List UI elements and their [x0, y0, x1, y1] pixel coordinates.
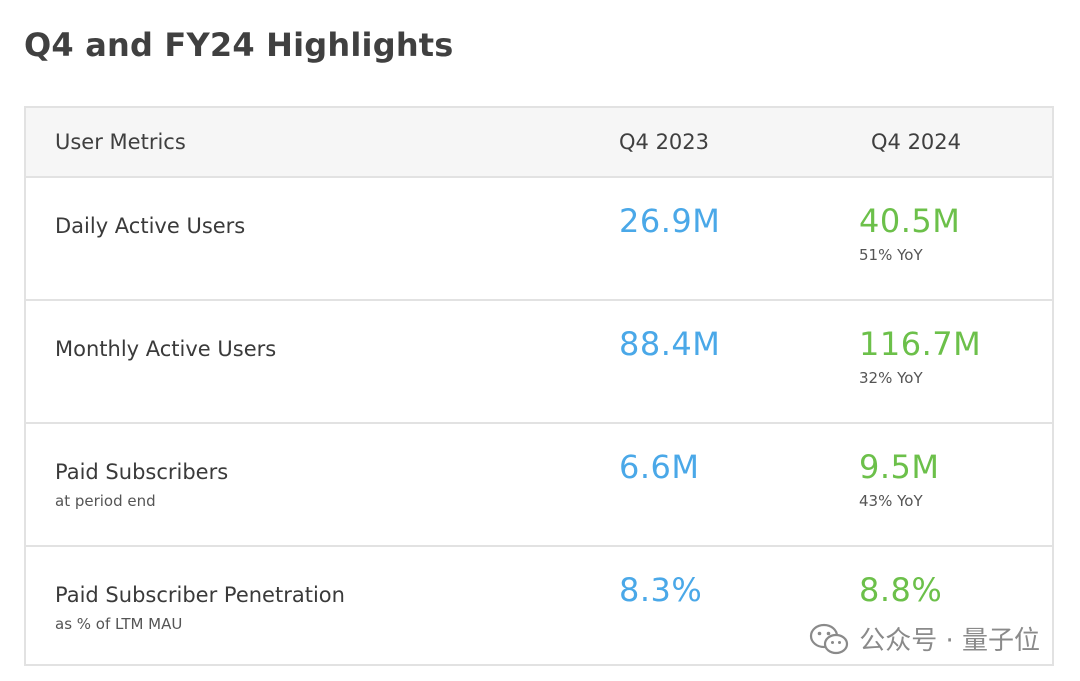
q4-2024-cell: 9.5M 43% YoY [859, 448, 940, 510]
wechat-icon [810, 623, 849, 654]
table-header-row: User Metrics Q4 2023 Q4 2024 [26, 108, 1052, 178]
table-row-paid-subscriber-penetration: Paid Subscriber Penetration as % of LTM … [26, 547, 1052, 666]
q4-2024-value: 8.8% [859, 571, 943, 609]
metric-label: Monthly Active Users [55, 337, 277, 361]
watermark-text: 公众号 · 量子位 [859, 626, 1040, 656]
metric-sublabel: at period end [55, 492, 156, 510]
yoy-change: 51% YoY [859, 246, 923, 264]
metric-cell: Paid Subscriber Penetration as % of LTM … [55, 583, 345, 633]
q4-2024-cell: 116.7M 32% YoY [859, 325, 981, 387]
header-q4-2024: Q4 2024 [871, 130, 962, 154]
q4-2023-value: 6.6M [619, 448, 700, 486]
q4-2024-value: 116.7M [859, 325, 982, 363]
q4-2024-cell: 40.5M 51% YoY [859, 202, 960, 264]
q4-2024-value: 40.5M [859, 202, 961, 240]
yoy-change: 32% YoY [859, 369, 923, 387]
page-title: Q4 and FY24 Highlights [24, 26, 454, 64]
q4-2024-value: 9.5M [859, 448, 940, 486]
metric-label: Daily Active Users [55, 214, 246, 238]
q4-2023-value: 26.9M [619, 202, 721, 240]
metric-cell: Daily Active Users [55, 214, 245, 238]
header-q4-2023: Q4 2023 [619, 130, 710, 154]
metric-cell: Monthly Active Users [55, 337, 276, 361]
metric-sublabel: as % of LTM MAU [55, 615, 183, 633]
q4-2023-value: 88.4M [619, 325, 721, 363]
table-row-daily-active-users: Daily Active Users 26.9M 40.5M 51% YoY [26, 178, 1052, 301]
metric-label: Paid Subscribers [55, 460, 229, 484]
metric-cell: Paid Subscribers at period end [55, 460, 228, 510]
highlights-table: User Metrics Q4 2023 Q4 2024 Daily Activ… [24, 106, 1054, 666]
yoy-change: 43% YoY [859, 492, 923, 510]
header-user-metrics: User Metrics [55, 130, 186, 154]
watermark: 公众号 · 量子位 [805, 620, 1044, 657]
table-row-monthly-active-users: Monthly Active Users 88.4M 116.7M 32% Yo… [26, 301, 1052, 424]
metric-label: Paid Subscriber Penetration [55, 583, 345, 607]
table-row-paid-subscribers: Paid Subscribers at period end 6.6M 9.5M… [26, 424, 1052, 547]
q4-2023-value: 8.3% [619, 571, 703, 609]
